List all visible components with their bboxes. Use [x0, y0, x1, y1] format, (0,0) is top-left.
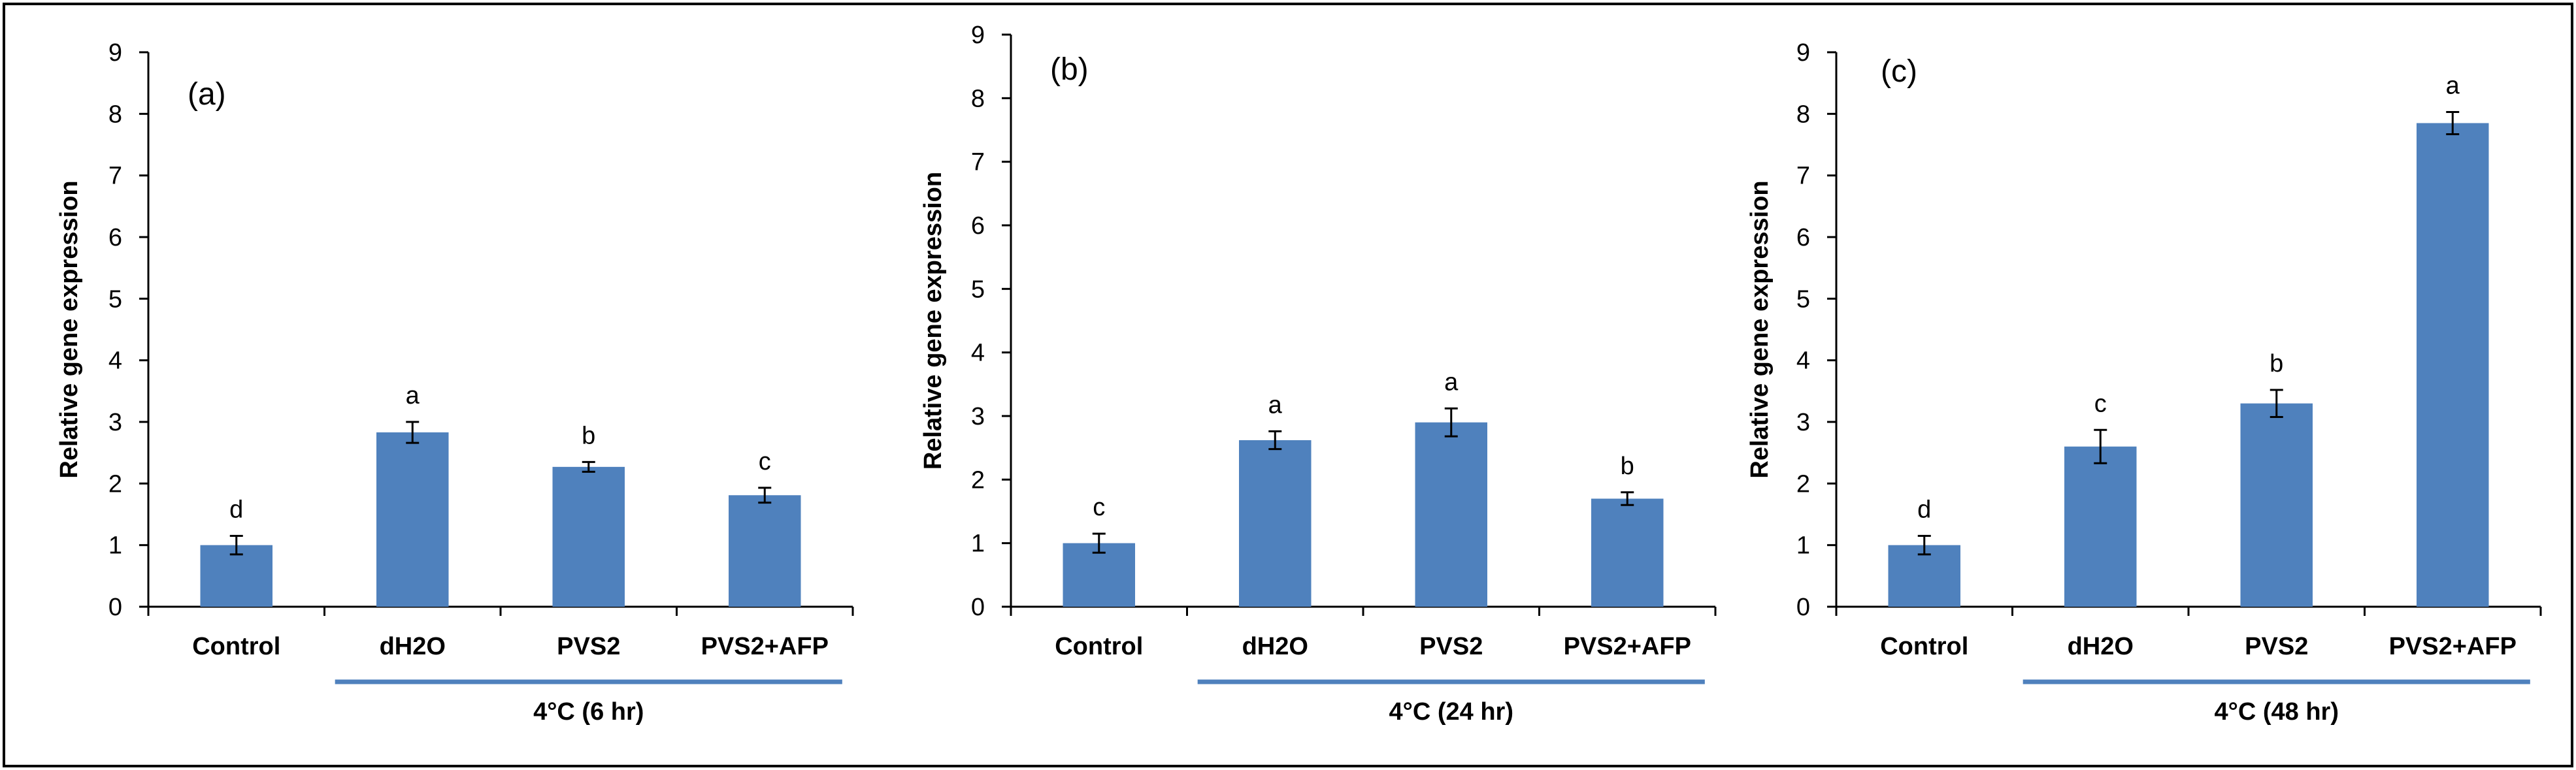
significance-letter: c	[1093, 494, 1105, 521]
significance-letter: b	[1621, 453, 1634, 480]
x-category-label: Control	[1880, 633, 1968, 660]
x-category-label: dH2O	[2068, 633, 2134, 660]
group-label: 4°C (6 hr)	[533, 698, 644, 726]
y-tick-label: 8	[108, 101, 122, 128]
y-tick-label: 6	[971, 212, 985, 240]
y-tick-label: 9	[108, 39, 122, 67]
chart-panel-b: 0 1 2 3 4 5 6 7 8 9 Relative gene expression c Contr…	[919, 22, 1717, 726]
group-label: 4°C (48 hr)	[2215, 698, 2339, 726]
significance-letter: a	[1268, 391, 1283, 419]
y-tick-label: 7	[108, 163, 122, 190]
x-category-label: PVS2+AFP	[701, 633, 829, 660]
y-tick-label: 2	[1796, 470, 1810, 498]
panel-label: (a)	[188, 77, 226, 112]
y-tick-label: 6	[1796, 224, 1810, 251]
bar-pvs2	[1415, 422, 1487, 607]
bar-dh2o	[1239, 440, 1312, 607]
x-category-label: Control	[192, 633, 280, 660]
x-category-label: Control	[1055, 633, 1143, 660]
significance-letter: a	[1444, 368, 1459, 396]
y-tick-label: 2	[108, 470, 122, 498]
significance-letter: d	[229, 496, 243, 524]
panel-label: (c)	[1881, 54, 1917, 89]
y-tick-label: 9	[971, 22, 985, 49]
y-tick-label: 1	[108, 532, 122, 560]
chart-panel-c: 0 1 2 3 4 5 6 7 8 9 Relative gene expression d Contr…	[1746, 39, 2542, 726]
x-category-label: PVS2+AFP	[1564, 633, 1691, 660]
x-category-label: PVS2+AFP	[2389, 633, 2517, 660]
y-tick-label: 4	[108, 347, 122, 375]
chart-panel-a: 0 1 2 3 4 5 6 7 8 9 Relative gene expression d Contr…	[56, 39, 854, 726]
y-tick-label: 1	[971, 530, 985, 558]
y-tick-label: 4	[1796, 347, 1810, 375]
x-category-label: PVS2	[557, 633, 620, 660]
bar-control	[1063, 543, 1135, 607]
significance-letter: b	[2270, 350, 2283, 377]
y-tick-label: 2	[971, 466, 985, 494]
y-tick-label: 7	[971, 149, 985, 176]
y-tick-label: 3	[108, 409, 122, 436]
significance-letter: c	[759, 448, 771, 475]
x-category-label: PVS2	[1419, 633, 1483, 660]
y-tick-label: 0	[1796, 594, 1810, 621]
group-label: 4°C (24 hr)	[1389, 698, 1513, 726]
significance-letter: b	[582, 422, 595, 449]
y-tick-label: 5	[1796, 285, 1810, 313]
significance-letter: d	[1917, 496, 1931, 524]
y-tick-label: 0	[108, 594, 122, 621]
bar-dh2o	[376, 432, 449, 607]
x-category-label: PVS2	[2245, 633, 2308, 660]
y-tick-label: 5	[971, 276, 985, 303]
y-tick-label: 7	[1796, 163, 1810, 190]
y-tick-label: 8	[971, 85, 985, 112]
x-category-label: dH2O	[380, 633, 446, 660]
bar-pvs2-afp	[729, 495, 801, 607]
panel-label: (b)	[1050, 52, 1089, 87]
y-tick-label: 4	[971, 340, 985, 367]
y-axis-title: Relative gene expression	[919, 172, 947, 470]
x-category-label: dH2O	[1242, 633, 1308, 660]
bar-control	[1888, 545, 1960, 607]
y-axis-title: Relative gene expression	[1746, 180, 1774, 478]
bar-pvs2	[552, 466, 625, 607]
y-tick-label: 6	[108, 224, 122, 251]
bar-pvs2-afp	[1591, 498, 1664, 607]
figure-border	[3, 3, 2573, 767]
bar-control	[200, 545, 272, 607]
y-tick-label: 8	[1796, 101, 1810, 128]
significance-letter: a	[406, 382, 420, 409]
bar-pvs2-afp	[2417, 123, 2489, 607]
y-tick-label: 0	[971, 594, 985, 621]
y-tick-label: 9	[1796, 39, 1810, 67]
panels: 0 1 2 3 4 5 6 7 8 9 Relative gene expression d Contr…	[56, 22, 2542, 726]
significance-letter: a	[2446, 72, 2460, 100]
significance-letter: c	[2094, 390, 2107, 417]
y-tick-label: 3	[971, 403, 985, 430]
bar-pvs2	[2240, 403, 2313, 607]
y-axis-title: Relative gene expression	[56, 180, 83, 478]
y-tick-label: 5	[108, 285, 122, 313]
y-tick-label: 1	[1796, 532, 1810, 560]
y-tick-label: 3	[1796, 409, 1810, 436]
bar-dh2o	[2064, 446, 2137, 607]
